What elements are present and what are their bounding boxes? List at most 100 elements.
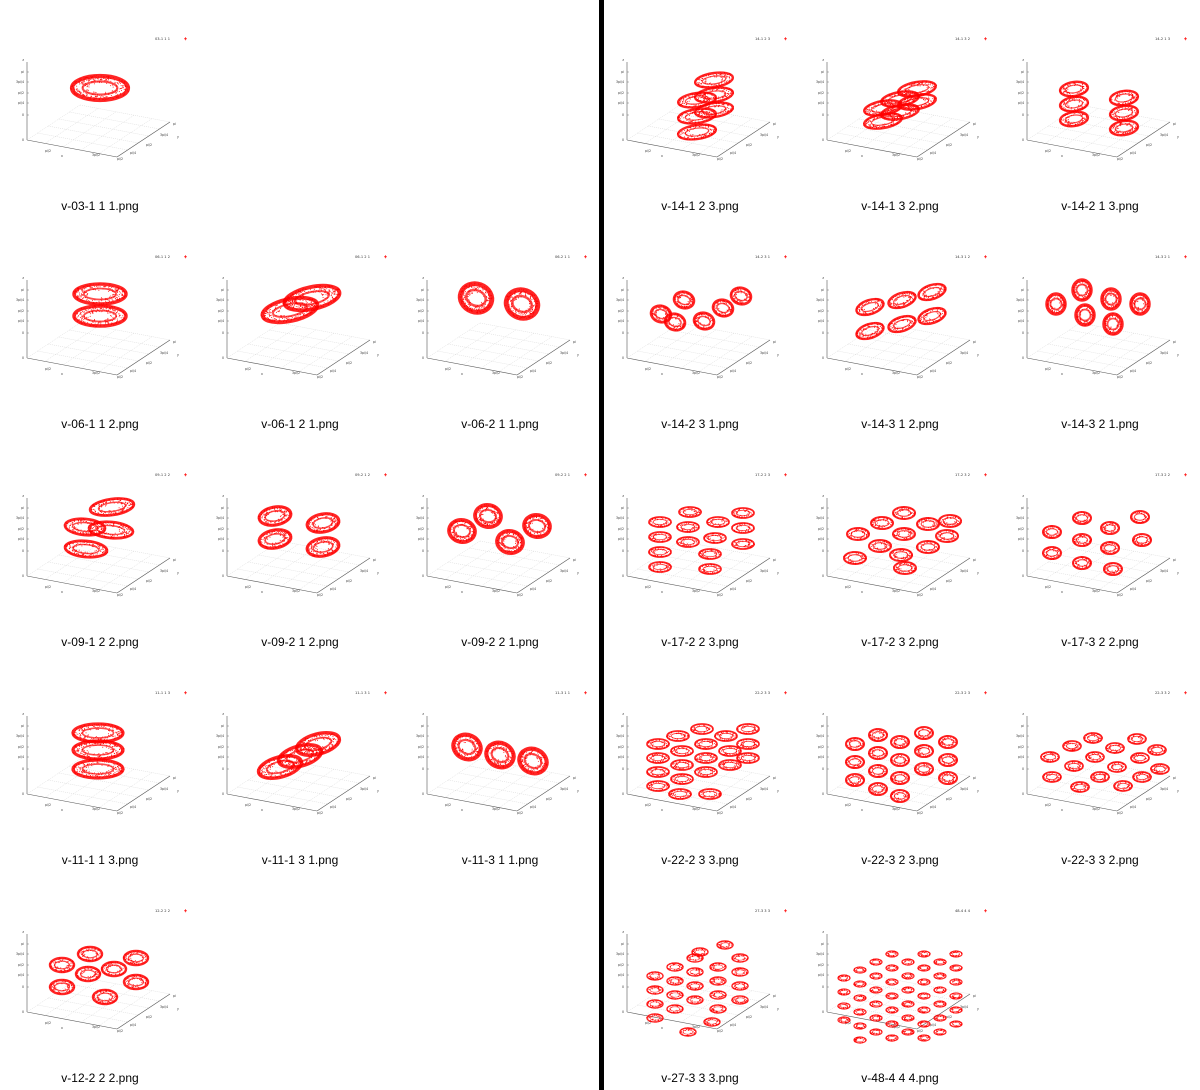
point-ring <box>648 546 672 558</box>
plot-cell: 03-1 1 1 pi 3pi/4 pi/2 pi/4 0 z 0 pi/2 x 3pi/2 pi/2… <box>0 0 200 218</box>
plot-axes <box>26 62 171 158</box>
z-tick-label: 3pi/4 <box>816 298 824 302</box>
point-ring <box>917 306 947 326</box>
plot-axes <box>26 716 171 812</box>
point-ring <box>74 965 102 983</box>
y-tick-label: 3pi/4 <box>960 351 968 355</box>
z-tick-label: pi <box>821 724 824 728</box>
y-tick-label: pi/2 <box>946 797 952 801</box>
x-tick-label: pi/2 <box>1117 157 1123 161</box>
legend-label: 22-2 3 3 <box>755 691 770 695</box>
point-ring <box>686 981 704 991</box>
x-tick-label: pi/2 <box>1045 367 1051 371</box>
y-tick-label: pi <box>1173 776 1176 780</box>
x-axis-label: x <box>1061 154 1063 158</box>
x-axis-label: x <box>861 808 863 812</box>
point-ring <box>933 1000 947 1008</box>
x-tick-label: pi/2 <box>917 157 923 161</box>
y-tick-label: 3pi/4 <box>560 569 568 573</box>
y-axis-label: y <box>177 353 179 357</box>
x-tick-label: pi/2 <box>117 375 123 379</box>
y-tick-label: pi/4 <box>730 151 736 155</box>
z-tick-label: pi <box>21 288 24 292</box>
y-tick-label: pi/2 <box>1146 361 1152 365</box>
point-cloud <box>646 940 749 1037</box>
point-cloud <box>1041 509 1153 577</box>
z-tick-label: pi/2 <box>618 91 624 95</box>
image-filename: v-06-1 2 1.png <box>261 417 339 431</box>
y-axis-label: y <box>777 571 779 575</box>
z-tick-label: pi/4 <box>618 755 624 759</box>
scatter3d-plot: 22-3 3 2 pi 3pi/4 pi/2 pi/4 0 z 0 pi/2 x 3pi/2 pi/2… <box>1016 691 1187 815</box>
point-ring <box>949 964 963 972</box>
x-axis-label: x <box>461 808 463 812</box>
x-tick-label: 3pi/2 <box>292 807 300 811</box>
scatter3d-plot: 22-2 3 3 pi 3pi/4 pi/2 pi/4 0 z 0 pi/2 x 3pi/2 pi/2… <box>616 691 787 815</box>
point-ring <box>706 516 730 528</box>
z-tick-label: pi <box>221 506 224 510</box>
legend-label: 11-1 3 1 <box>355 691 370 695</box>
x-tick-label: pi/2 <box>1045 803 1051 807</box>
z-tick-label: 0 <box>22 331 24 335</box>
z-tick-label: pi <box>421 288 424 292</box>
legend-label: 11-1 1 3 <box>155 691 170 695</box>
x-axis-label: x <box>61 590 63 594</box>
legend-label: 12-2 2 2 <box>155 909 170 913</box>
z-tick-label: pi <box>21 70 24 74</box>
x-tick-label: 3pi/2 <box>692 153 700 157</box>
plot-axes <box>626 716 771 812</box>
z-tick-label: pi <box>1021 506 1024 510</box>
legend-label: 14-2 1 3 <box>1155 37 1170 41</box>
point-cloud <box>863 80 938 130</box>
point-ring <box>937 513 963 529</box>
x-tick-label: 3pi/2 <box>692 371 700 375</box>
x-tick-label: pi/2 <box>245 367 251 371</box>
scatter3d-plot: 14-2 3 1 pi 3pi/4 pi/2 pi/4 0 z 0 pi/2 x 3pi/2 pi/2… <box>616 255 787 379</box>
point-ring <box>646 738 670 750</box>
x-tick-label: pi/2 <box>917 1029 923 1033</box>
z-tick-label: pi/4 <box>218 755 224 759</box>
plot-axes <box>426 280 571 376</box>
point-cloud <box>837 950 963 1044</box>
z-tick-label: 0 <box>822 767 824 771</box>
z-tick-label: pi/4 <box>818 973 824 977</box>
y-tick-label: pi/4 <box>730 805 736 809</box>
x-tick-label: 0 <box>22 574 24 578</box>
x-tick-label: pi/2 <box>845 803 851 807</box>
z-axis-label: z <box>222 712 224 716</box>
y-axis-label: y <box>977 789 979 793</box>
point-ring <box>869 972 883 980</box>
y-tick-label: pi <box>1173 122 1176 126</box>
point-ring <box>646 999 664 1009</box>
point-ring <box>731 538 755 550</box>
x-axis-label: x <box>61 154 63 158</box>
legend-label: 14-3 2 1 <box>1155 255 1170 259</box>
z-axis-label: z <box>22 276 24 280</box>
z-tick-label: pi/4 <box>418 755 424 759</box>
y-tick-label: pi <box>1173 340 1176 344</box>
point-ring <box>294 731 342 757</box>
x-tick-label: 0 <box>422 356 424 360</box>
point-ring <box>913 761 935 777</box>
y-tick-label: 3pi/4 <box>1160 569 1168 573</box>
point-ring <box>709 990 727 1000</box>
z-tick-label: pi/2 <box>218 309 224 313</box>
x-tick-label: 3pi/2 <box>92 1025 100 1029</box>
point-ring <box>72 304 128 328</box>
scatter3d-plot: 27-3 3 3 pi 3pi/4 pi/2 pi/4 0 z 0 pi/2 x 3pi/2 pi/2… <box>616 909 787 1037</box>
z-tick-label: 3pi/4 <box>616 952 624 956</box>
x-tick-label: pi/2 <box>645 803 651 807</box>
z-tick-label: pi/2 <box>18 963 24 967</box>
y-tick-label: pi <box>773 558 776 562</box>
y-tick-label: 3pi/4 <box>160 569 168 573</box>
point-ring <box>1108 89 1140 107</box>
y-axis-label: y <box>377 353 379 357</box>
point-ring <box>686 995 704 1005</box>
point-ring <box>949 950 963 958</box>
point-ring <box>668 788 692 800</box>
y-tick-label: 3pi/4 <box>560 787 568 791</box>
point-ring <box>711 298 735 318</box>
x-tick-label: pi/2 <box>245 585 251 589</box>
point-ring <box>917 282 947 302</box>
point-ring <box>71 758 125 780</box>
